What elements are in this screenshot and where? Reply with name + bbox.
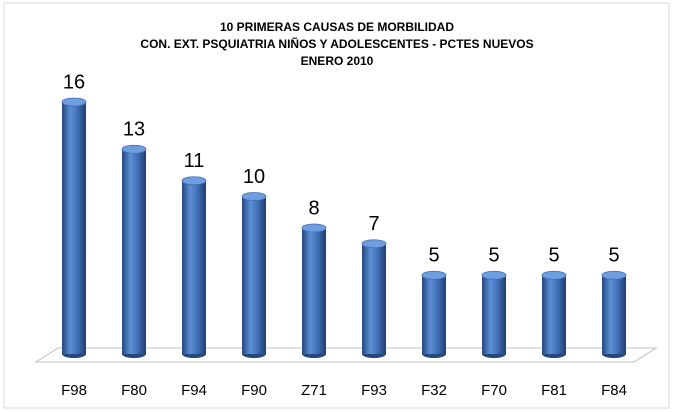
value-label: 7 <box>368 213 379 235</box>
value-label: 11 <box>184 150 205 172</box>
x-tick-label: F84 <box>601 382 627 399</box>
bar <box>362 243 386 354</box>
x-tick-label: F98 <box>61 382 87 399</box>
value-label: 10 <box>243 166 265 188</box>
bar <box>482 275 506 354</box>
bar <box>182 180 206 354</box>
cylinder-top <box>601 270 627 280</box>
x-tick-label: F90 <box>241 382 267 399</box>
cylinder-top <box>301 223 327 233</box>
x-tick-label: F80 <box>121 382 147 399</box>
cylinder-top <box>541 270 567 280</box>
value-label: 8 <box>308 197 319 219</box>
cylinder-top <box>181 176 207 186</box>
x-tick-label: Z71 <box>301 382 327 399</box>
cylinder-top <box>361 239 387 249</box>
value-label: 5 <box>608 245 619 267</box>
chart-title: ENERO 2010 <box>301 54 374 68</box>
cylinder-top <box>61 97 87 107</box>
value-label: 5 <box>428 245 439 267</box>
value-label: 16 <box>63 71 85 93</box>
value-label: 5 <box>488 245 499 267</box>
chart-title: CON. EXT. PSQUIATRIA NIÑOS Y ADOLESCENTE… <box>140 36 533 51</box>
chart-title: 10 PRIMERAS CAUSAS DE MORBILIDAD <box>220 20 454 34</box>
bar <box>422 275 446 354</box>
cylinder-top <box>121 144 147 154</box>
x-tick-label: F93 <box>361 382 387 399</box>
value-label: 5 <box>548 245 559 267</box>
bar <box>302 228 326 354</box>
x-tick-label: F70 <box>481 382 507 399</box>
value-label: 13 <box>123 119 145 141</box>
x-tick-label: F32 <box>421 382 447 399</box>
x-tick-label: F81 <box>541 382 567 399</box>
bar <box>122 149 146 354</box>
bar <box>602 275 626 354</box>
bar <box>62 102 86 354</box>
cylinder-top <box>241 192 267 201</box>
bar <box>542 275 566 354</box>
x-tick-label: F94 <box>181 382 207 399</box>
cylinder-top <box>481 270 507 280</box>
bar <box>242 196 266 354</box>
cylinder-top <box>421 270 447 280</box>
